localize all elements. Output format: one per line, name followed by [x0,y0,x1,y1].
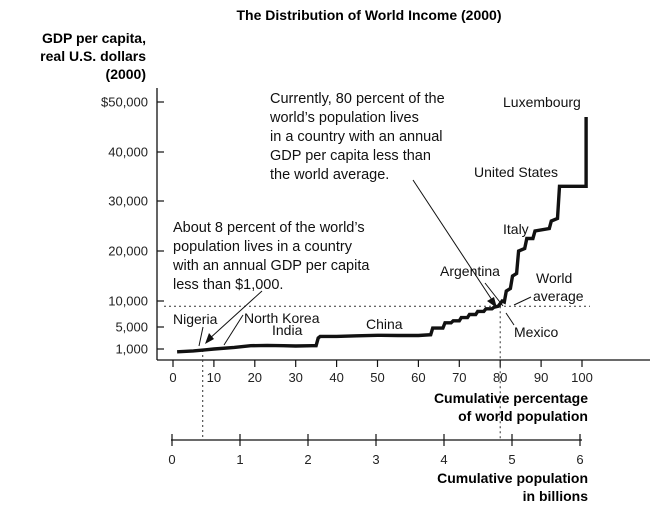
x2-axis-label-line-1: Cumulative population [437,470,588,486]
x2-tick-label: 3 [372,452,379,467]
x-tick-label: 20 [248,370,262,385]
y-ticks: 1,000 5,000 10,000 20,000 30,000 40,000 $50,00… [101,95,164,357]
x-tick-label: 90 [534,370,548,385]
y-tick-label: 30,000 [108,194,148,209]
label-china: China [366,316,403,332]
label-nigeria: Nigeria [173,311,218,327]
label-italy: Italy [503,221,529,237]
pointer-nigeria [198,326,204,347]
arrow-low-line [207,290,263,341]
x2-tick-label: 1 [236,452,243,467]
x-tick-label: 0 [169,370,176,385]
x2-tick-label: 4 [440,452,447,467]
series-layer [177,117,588,354]
y-tick-label: 1,000 [115,342,148,357]
x-tick-label: 30 [288,370,302,385]
label-world-average-line-2: average [533,288,584,304]
x2-tick-label: 2 [304,452,311,467]
x-tick-label: 100 [571,370,593,385]
note-low-line-1: About 8 percent of the world’s [173,220,365,236]
note-high-line-1: Currently, 80 percent of the [270,91,445,107]
x-tick-label: 60 [411,370,425,385]
income-curve-line [177,117,588,354]
label-north-korea: North Korea [244,310,320,326]
y-axis-label-line-2: real U.S. dollars [40,48,146,64]
x2-tick-label: 5 [508,452,515,467]
x2-tick-label: 0 [168,452,175,467]
label-mexico: Mexico [514,324,559,340]
label-united-states: United States [474,164,558,180]
x-ticks: 0 10 20 30 40 50 60 70 80 90 100 [169,360,593,385]
note-low-line-3: with an annual GDP per capita [172,258,370,274]
pointer-mexico [505,312,515,326]
x-tick-label: 10 [207,370,221,385]
reference-lines [164,305,590,440]
y-tick-label: 10,000 [108,294,148,309]
pointer-world-average [513,296,532,306]
note-high-line-2: world’s population lives [269,110,419,126]
pointer-argentina [484,282,504,307]
x2-axis-label-line-2: in billions [523,488,589,504]
label-argentina: Argentina [440,263,500,279]
y-tick-label: 5,000 [115,320,148,335]
y-axis-label-line-1: GDP per capita, [42,30,146,46]
y-tick-label: 20,000 [108,244,148,259]
note-high-line-4: GDP per capita less than [270,148,431,164]
arrow-high-line [412,179,495,304]
pointer-north-korea [223,314,244,346]
arrow-high-head [487,297,497,308]
x-tick-label: 40 [329,370,343,385]
x-axis-label-line-1: Cumulative percentage [434,390,588,406]
x-tick-label: 70 [452,370,466,385]
x-axis-label-line-2: of world population [458,408,588,424]
note-low-line-2: population lives in a country [173,239,353,255]
label-world-average-line-1: World [536,270,572,286]
x2-tick-label: 6 [576,452,583,467]
y-axis-label-line-3: (2000) [106,66,146,82]
note-high-line-5: the world average. [270,167,389,183]
arrow-low-head [205,333,214,344]
label-india: India [272,322,303,338]
label-luxembourg: Luxembourg [503,94,581,110]
note-low-line-4: less than $1,000. [173,277,283,293]
x2-ticks: 0 1 2 3 4 5 6 [168,434,584,467]
note-high-line-3: in a country with an annual [270,129,443,145]
y-tick-label: 40,000 [108,145,148,160]
y-tick-label: $50,000 [101,95,148,110]
x-tick-label: 50 [370,370,384,385]
chart-title: The Distribution of World Income (2000) [237,7,502,23]
